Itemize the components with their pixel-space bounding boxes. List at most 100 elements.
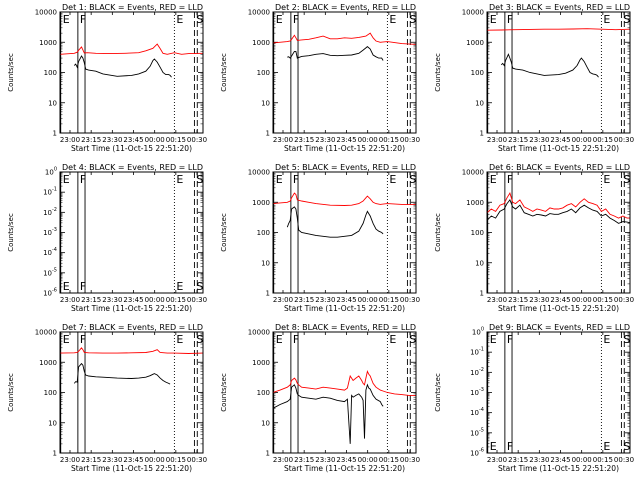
x-tick-label: 00:15 <box>379 136 399 144</box>
event-marker-label-top: E <box>276 173 283 186</box>
detector-3-panel: Det 3: BLACK = Events, RED = LLD Counts/s… <box>434 3 634 153</box>
lld-rate-line <box>60 347 203 354</box>
y-tick-label: 100 <box>257 229 270 237</box>
event-marker-label-top: S <box>409 333 416 346</box>
lld-rate-line <box>273 370 416 396</box>
y-tick-label: 10-3 <box>43 227 57 237</box>
plot-frame <box>272 331 417 454</box>
y-tick-label: 1000 <box>39 359 57 367</box>
x-tick-label: 23:00 <box>487 296 507 304</box>
event-marker-label-top: E <box>176 173 183 186</box>
y-tick-label: 10-3 <box>470 387 484 397</box>
event-marker-label-top: E <box>63 333 70 346</box>
event-marker-label-top: E <box>63 13 70 26</box>
x-tick-label: 23:30 <box>102 456 122 464</box>
plot-frame <box>486 11 631 134</box>
detector-4-panel: Det 4: BLACK = Events, RED = LLD Counts/s… <box>7 163 207 313</box>
x-tick-label: 23:45 <box>550 456 570 464</box>
x-tick-label: 00:00 <box>358 136 378 144</box>
y-tick-label: 1 <box>480 130 484 138</box>
event-marker-label-top: F <box>507 173 513 186</box>
event-marker-label-top: E <box>176 333 183 346</box>
x-tick-label: 00:00 <box>572 296 592 304</box>
y-tick-label: 10 <box>48 419 57 427</box>
x-tick-label: 23:45 <box>550 296 570 304</box>
x-tick-label: 23:30 <box>529 136 549 144</box>
x-tick-label: 00:30 <box>400 456 420 464</box>
y-tick-label: 1000 <box>466 199 484 207</box>
event-marker-label-bottom: E <box>63 280 70 293</box>
y-tick-label: 10-1 <box>470 347 484 357</box>
y-tick-label: 100 <box>44 389 57 397</box>
y-tick-label: 10 <box>261 419 270 427</box>
y-tick-label: 100 <box>45 167 57 177</box>
y-tick-label: 10000 <box>248 169 270 177</box>
detector-9-panel: Det 9: BLACK = Events, RED = LLD Counts/s… <box>434 323 634 473</box>
y-tick-label: 10 <box>475 259 484 267</box>
x-tick-label: 23:15 <box>81 456 101 464</box>
detector-5-panel: Det 5: BLACK = Events, RED = LLD Counts/s… <box>220 163 420 313</box>
y-tick-label: 10000 <box>248 329 270 337</box>
lld-rate-line <box>487 28 630 31</box>
x-tick-label: 23:15 <box>81 296 101 304</box>
y-tick-label: 100 <box>472 327 484 337</box>
event-marker-label-top: S <box>623 333 630 346</box>
y-axis-label: Counts/sec <box>7 373 15 412</box>
event-rate-line <box>273 383 384 444</box>
y-tick-label: 10000 <box>35 329 57 337</box>
x-tick-label: 23:15 <box>294 456 314 464</box>
x-tick-label: 23:45 <box>336 136 356 144</box>
event-rate-line <box>500 53 599 78</box>
x-tick-label: 00:30 <box>614 136 634 144</box>
x-tick-label: 00:15 <box>166 296 186 304</box>
y-axis-label: Counts/sec <box>220 373 228 412</box>
event-marker-label-bottom: S <box>623 440 630 453</box>
x-tick-label: 23:45 <box>550 136 570 144</box>
y-axis-label: Counts/sec <box>434 53 442 92</box>
x-tick-label: 23:00 <box>273 296 293 304</box>
plot-frame <box>486 171 631 294</box>
event-rate-line <box>73 55 172 78</box>
event-marker-label-top: E <box>490 173 497 186</box>
x-tick-label: 00:00 <box>145 456 165 464</box>
event-marker-label-top: E <box>603 333 610 346</box>
x-tick-label: 00:30 <box>400 296 420 304</box>
y-axis-label: Counts/sec <box>220 53 228 92</box>
x-tick-label: 00:30 <box>187 136 207 144</box>
event-marker-label-top: E <box>389 13 396 26</box>
y-tick-label: 1 <box>266 290 270 298</box>
x-tick-label: 23:30 <box>102 296 122 304</box>
event-marker-label-top: E <box>276 13 283 26</box>
detector-2-panel: Det 2: BLACK = Events, RED = LLD Counts/s… <box>220 3 420 153</box>
plot-frame <box>272 11 417 134</box>
x-tick-label: 00:30 <box>187 296 207 304</box>
event-marker-label-top: F <box>507 333 513 346</box>
y-axis-label: Counts/sec <box>434 373 442 412</box>
event-marker-label-top: F <box>80 173 86 186</box>
y-tick-label: 10-4 <box>470 407 484 417</box>
event-marker-label-top: E <box>490 13 497 26</box>
x-tick-label: 00:15 <box>166 456 186 464</box>
y-tick-label: 10-5 <box>470 427 484 437</box>
x-axis-label: Start Time (11-Oct-15 22:51:20) <box>71 144 192 153</box>
event-marker-label-top: S <box>196 13 203 26</box>
y-tick-label: 1 <box>53 130 57 138</box>
x-tick-label: 00:30 <box>614 456 634 464</box>
x-tick-label: 23:45 <box>123 136 143 144</box>
event-marker-label-bottom: F <box>507 440 513 453</box>
event-marker-label-top: E <box>490 333 497 346</box>
x-tick-label: 23:30 <box>102 136 122 144</box>
y-tick-label: 10000 <box>35 9 57 17</box>
y-tick-label: 1 <box>53 450 57 458</box>
x-tick-label: 23:15 <box>81 136 101 144</box>
y-tick-label: 10000 <box>462 169 484 177</box>
event-marker-label-bottom: F <box>80 280 86 293</box>
detector-8-panel: Det 8: BLACK = Events, RED = LLD Counts/s… <box>220 323 420 473</box>
x-tick-label: 23:15 <box>508 296 528 304</box>
detector-7-panel: Det 7: BLACK = Events, RED = LLD Counts/s… <box>7 323 207 473</box>
event-marker-label-top: F <box>293 173 299 186</box>
detector-6-panel: Det 6: BLACK = Events, RED = LLD Counts/s… <box>434 163 634 313</box>
plot-frame <box>486 331 631 454</box>
x-tick-label: 23:45 <box>336 456 356 464</box>
